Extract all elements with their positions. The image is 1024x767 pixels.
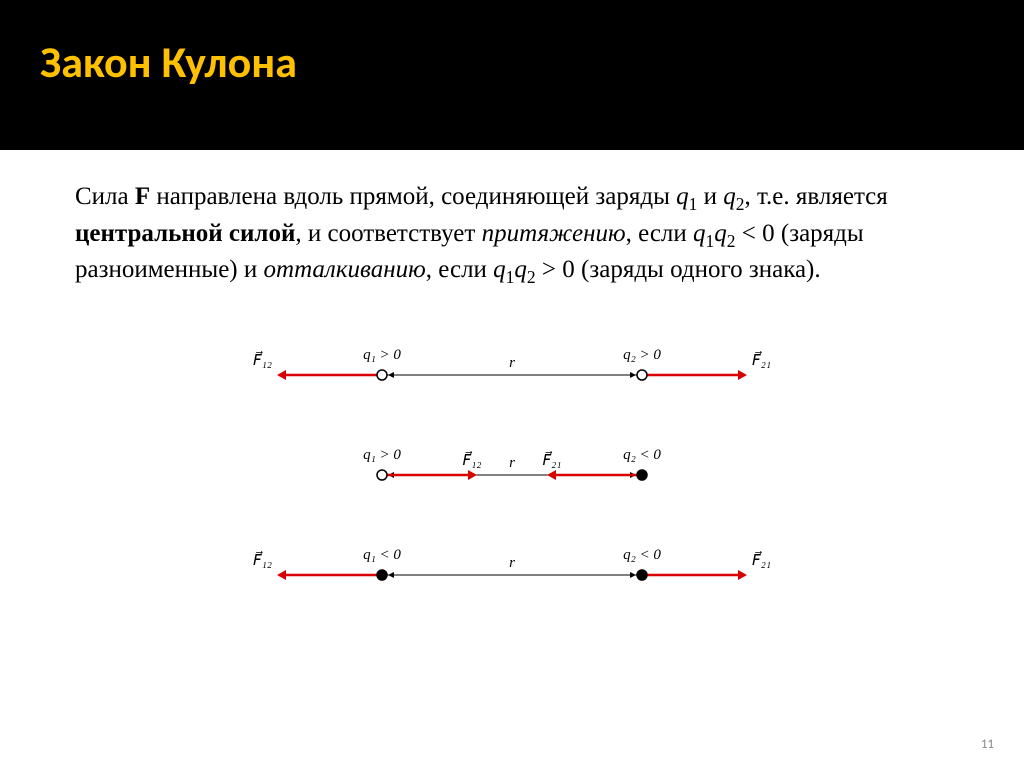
q2-label: q₂ < 0: [623, 547, 661, 563]
f12-label: F⃗₁₂: [253, 550, 272, 569]
force-diagram-0: r F⃗₁₂ F⃗₂₁ q₁ > 0 q₂ > 0: [192, 320, 832, 420]
q2-sub: 2: [736, 194, 745, 214]
body-paragraph: Сила F направлена вдоль прямой, соединяю…: [0, 150, 1024, 300]
cond1-q1s: 1: [706, 231, 715, 251]
cond2-q2s: 2: [527, 267, 536, 287]
repulsion: отталкиванию: [264, 256, 426, 283]
force-symbol: F: [135, 183, 150, 210]
diagram-row: r F⃗₁₂ F⃗₂₁ q₁ > 0 q₂ < 0: [0, 420, 1024, 520]
slide-title: Закон Кулона: [40, 35, 984, 89]
diagram-row: r F⃗₁₂ F⃗₂₁ q₁ > 0 q₂ > 0: [0, 320, 1024, 420]
q2-label: q₂ > 0: [623, 347, 661, 363]
cond1-q2s: 2: [727, 231, 736, 251]
charge-q2: [637, 570, 647, 580]
q1-label: q₁ < 0: [363, 547, 401, 563]
f12-label: F⃗₁₂: [253, 350, 272, 369]
text: Сила: [75, 183, 135, 210]
text: направлена вдоль прямой, соединяющей зар…: [150, 183, 676, 210]
charge-q1: [377, 470, 387, 480]
diagrams-container: r F⃗₁₂ F⃗₂₁ q₁ > 0 q₂ > 0 r F⃗₁₂ F⃗₂₁ q₁ > 0 q₂ <…: [0, 300, 1024, 620]
q2-label: q₂ < 0: [623, 447, 661, 463]
f21-label: F⃗₂₁: [752, 550, 771, 569]
central-force: центральной силой: [75, 220, 295, 247]
q1-label: q₁ > 0: [363, 347, 401, 363]
diagram-row: r F⃗₁₂ F⃗₂₁ q₁ < 0 q₂ < 0: [0, 520, 1024, 620]
text: , если: [626, 220, 693, 247]
text: , и соответствует: [295, 220, 481, 247]
q2: q: [723, 183, 736, 210]
q1: q: [676, 183, 689, 210]
f12-label: F⃗₁₂: [462, 450, 481, 469]
cond1-q1: q: [693, 220, 706, 247]
cond2-q1: q: [493, 256, 506, 283]
text: и: [697, 183, 723, 210]
r-label: r: [509, 455, 515, 471]
cond2-q2: q: [514, 256, 527, 283]
q1-label: q₁ > 0: [363, 447, 401, 463]
force-diagram-2: r F⃗₁₂ F⃗₂₁ q₁ < 0 q₂ < 0: [192, 520, 832, 620]
force-diagram-1: r F⃗₁₂ F⃗₂₁ q₁ > 0 q₂ < 0: [192, 420, 832, 520]
r-label: r: [509, 355, 515, 371]
f21-label: F⃗₂₁: [542, 450, 561, 469]
page-number: 11: [981, 737, 994, 752]
charge-q2: [637, 370, 647, 380]
slide-header: Закон Кулона: [0, 0, 1024, 150]
f21-label: F⃗₂₁: [752, 350, 771, 369]
cond1-q2: q: [714, 220, 727, 247]
attraction: притяжению: [482, 220, 626, 247]
text: > 0 (заряды одного знака).: [536, 256, 821, 283]
charge-q2: [637, 470, 647, 480]
text: , если: [426, 256, 493, 283]
charge-q1: [377, 570, 387, 580]
text: , т.е. является: [745, 183, 888, 210]
r-label: r: [509, 555, 515, 571]
charge-q1: [377, 370, 387, 380]
